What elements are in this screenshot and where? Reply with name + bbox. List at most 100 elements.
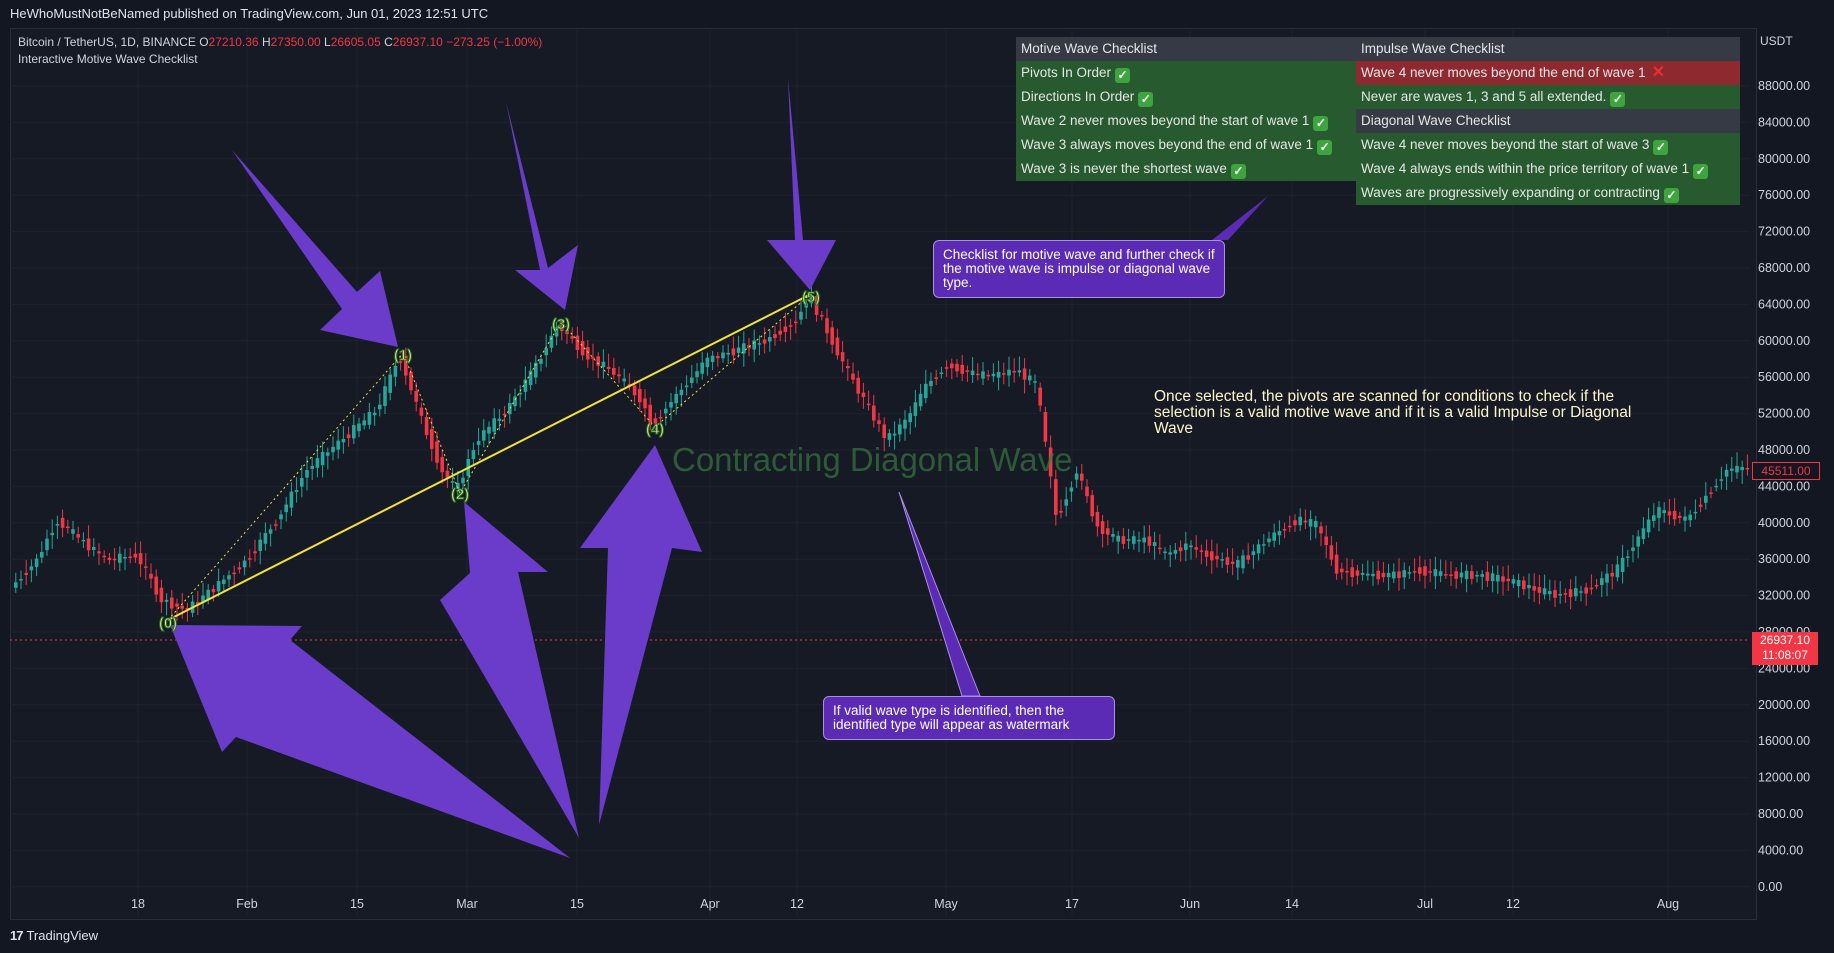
- x-tick-label: 17: [1065, 897, 1079, 911]
- candle-body: [742, 343, 746, 354]
- indicator-name[interactable]: Interactive Motive Wave Checklist: [18, 52, 198, 66]
- x-tick-label: 15: [350, 897, 364, 911]
- pivot-label[interactable]: (4): [645, 421, 664, 439]
- candle-body: [929, 380, 933, 387]
- candle-body: [944, 367, 949, 369]
- candle-body: [216, 581, 221, 592]
- candle-body: [419, 407, 424, 416]
- candle-body: [1303, 520, 1308, 523]
- candle-body: [1215, 555, 1219, 560]
- candle-body: [1054, 479, 1058, 515]
- candle-body: [1672, 510, 1677, 520]
- arrow-to-pivot-1: [232, 150, 398, 347]
- footer-brand[interactable]: 17 TradingView: [10, 928, 98, 943]
- candle-body: [445, 470, 450, 478]
- candle-body: [684, 385, 689, 388]
- candle-body: [492, 418, 496, 432]
- motive-checklist-title: Motive Wave Checklist: [1016, 37, 1356, 61]
- candle-body: [1241, 555, 1245, 569]
- candle-body: [1392, 571, 1396, 579]
- candle-body: [1178, 547, 1183, 552]
- x-tick-label: Aug: [1657, 897, 1679, 911]
- candle-body: [1693, 511, 1698, 514]
- y-tick-label: 0.00: [1758, 880, 1782, 894]
- candle-body: [814, 296, 819, 315]
- candle-body: [570, 336, 574, 339]
- candle-body: [830, 327, 834, 345]
- impulse-checklist-title: Impulse Wave Checklist: [1356, 37, 1740, 61]
- pivot-label[interactable]: (5): [801, 289, 820, 307]
- candle-body: [1158, 547, 1162, 550]
- candle-body: [1506, 578, 1510, 582]
- candle-body: [1423, 566, 1427, 576]
- candle-body: [237, 567, 242, 570]
- candle-body: [232, 572, 236, 575]
- impulse-item: Never are waves 1, 3 and 5 all extended.…: [1356, 85, 1740, 109]
- candle-body: [846, 366, 850, 369]
- candle-body: [279, 514, 283, 520]
- candle-body: [991, 373, 996, 377]
- candle-body: [1090, 495, 1094, 517]
- motive-checklist-table: Motive Wave Checklist Pivots In Order ✓ D…: [1016, 37, 1356, 181]
- candle-body: [170, 597, 174, 609]
- candle-body: [773, 334, 777, 339]
- candle-body: [1173, 549, 1178, 554]
- candle-body: [206, 589, 210, 600]
- candle-body: [1095, 511, 1100, 527]
- candle-body: [1636, 536, 1640, 547]
- candle-body: [1048, 447, 1053, 477]
- y-tick-label: 36000.00: [1758, 552, 1810, 566]
- candle-body: [372, 412, 377, 416]
- candle-body: [1345, 570, 1349, 573]
- wave-type-watermark: Contracting Diagonal Wave: [672, 441, 1073, 478]
- candle-body: [1225, 557, 1230, 565]
- cross-icon: ✕: [1651, 64, 1666, 81]
- pivot-label[interactable]: (2): [450, 486, 469, 504]
- check-icon: ✓: [1653, 140, 1669, 155]
- brand-name: TradingView: [26, 928, 99, 943]
- candle-body: [866, 403, 871, 406]
- pivot-label[interactable]: (3): [551, 316, 570, 334]
- candle-body: [643, 398, 647, 409]
- motive-item: Wave 3 always moves beyond the end of wa…: [1016, 133, 1356, 157]
- candle-body: [1366, 573, 1370, 576]
- candle-body: [887, 433, 892, 440]
- candle-body: [508, 403, 512, 415]
- candle-body: [1594, 584, 1599, 587]
- candle-body: [924, 383, 928, 399]
- candle-body: [1126, 539, 1131, 541]
- candle-body: [1501, 576, 1505, 582]
- candle-body: [1516, 580, 1521, 587]
- candle-body: [274, 524, 278, 526]
- pivot-label[interactable]: (1): [393, 347, 412, 365]
- candle-body: [1272, 532, 1276, 541]
- candle-body: [939, 372, 944, 375]
- candle-body: [1688, 514, 1692, 521]
- arrow-to-pivot-3: [506, 102, 578, 310]
- candle-body: [575, 335, 580, 350]
- candle-body: [710, 355, 715, 363]
- y-tick-label: 56000.00: [1758, 370, 1810, 384]
- x-tick-label: Feb: [236, 897, 258, 911]
- candle-body: [1657, 507, 1661, 518]
- pivot-label[interactable]: (0): [158, 615, 177, 633]
- candle-body: [632, 385, 637, 396]
- candle-body: [1184, 543, 1188, 550]
- candle-body: [346, 434, 351, 439]
- x-tick-label: 12: [790, 897, 804, 911]
- candle-body: [1589, 587, 1594, 590]
- candle-body: [996, 371, 1001, 378]
- change-value: −273.25 (−1.00%): [446, 35, 543, 49]
- candle-body: [882, 424, 886, 439]
- y-tick-label: 80000.00: [1758, 152, 1810, 166]
- candle-body: [211, 588, 216, 593]
- candle-body: [1444, 574, 1448, 576]
- candle-body: [310, 465, 314, 469]
- candle-body: [482, 430, 486, 441]
- candle-body: [861, 392, 866, 398]
- candle-body: [1407, 572, 1412, 574]
- candle-body: [752, 340, 756, 350]
- candle-body: [986, 374, 990, 377]
- candle-body: [1464, 570, 1469, 580]
